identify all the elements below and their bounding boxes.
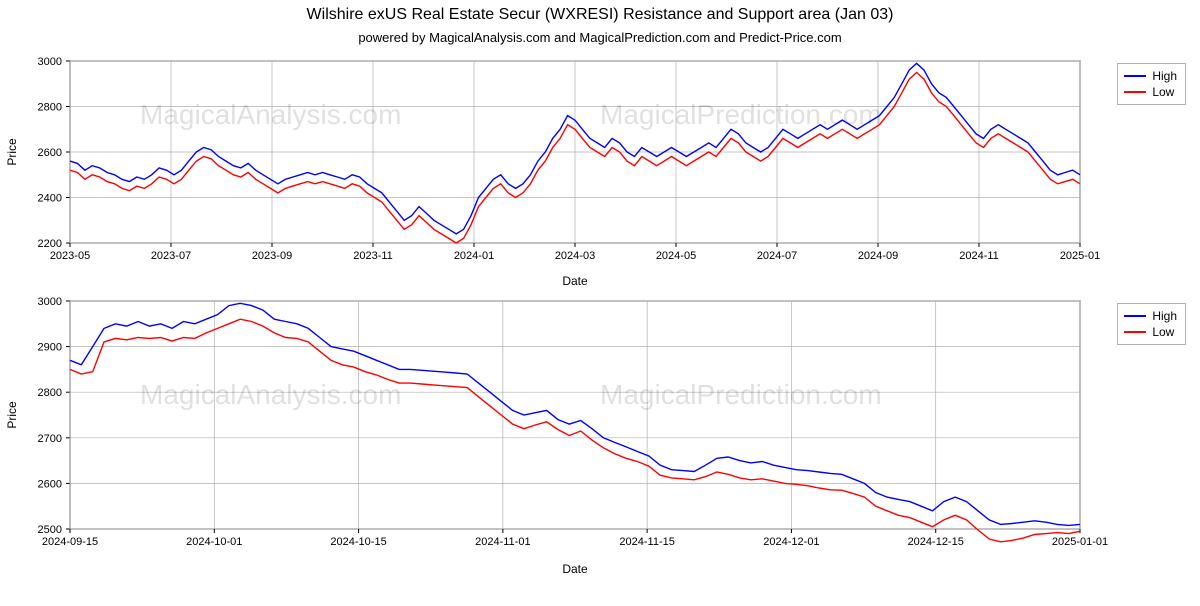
legend-label-low: Low (1152, 325, 1174, 339)
svg-text:2025-01-01: 2025-01-01 (1052, 536, 1108, 548)
chart-top-svg: 2200 2400 2600 2800 3000 2023-05 2023-07 2023-0… (0, 49, 1200, 289)
chart-bottom-svg: 2500 2600 2700 2800 2900 3000 2024-09-15 2024-1… (0, 289, 1200, 579)
svg-text:3000: 3000 (38, 56, 62, 68)
svg-text:2900: 2900 (38, 342, 62, 354)
svg-text:2700: 2700 (38, 433, 62, 445)
legend-row-high: High (1124, 308, 1177, 324)
legend-top: High Low (1117, 63, 1186, 105)
legend-label-high: High (1152, 69, 1177, 83)
svg-text:2024-10-01: 2024-10-01 (186, 536, 242, 548)
svg-text:2023-09: 2023-09 (252, 250, 292, 262)
svg-text:3000: 3000 (38, 296, 62, 308)
legend-swatch-low (1124, 91, 1146, 93)
svg-text:2024-10-15: 2024-10-15 (330, 536, 386, 548)
svg-text:2800: 2800 (38, 387, 62, 399)
svg-text:2023-11: 2023-11 (353, 250, 393, 262)
svg-text:2024-09: 2024-09 (858, 250, 898, 262)
chart-top: 2200 2400 2600 2800 3000 2023-05 2023-07 2023-0… (0, 49, 1200, 289)
svg-text:Date: Date (562, 562, 588, 576)
svg-text:2024-01: 2024-01 (454, 250, 494, 262)
svg-text:2024-11-01: 2024-11-01 (475, 536, 530, 548)
svg-text:2400: 2400 (38, 193, 62, 205)
svg-text:2024-11: 2024-11 (959, 250, 999, 262)
svg-text:2024-03: 2024-03 (555, 250, 595, 262)
svg-text:Price: Price (5, 401, 19, 429)
svg-text:2600: 2600 (38, 147, 62, 159)
chart-title: Wilshire exUS Real Estate Secur (WXRESI)… (0, 6, 1200, 24)
chart-subtitle: powered by MagicalAnalysis.com and Magic… (0, 30, 1200, 45)
chart-bottom: 2500 2600 2700 2800 2900 3000 2024-09-15 2024-1… (0, 289, 1200, 579)
svg-text:2024-12-01: 2024-12-01 (763, 536, 819, 548)
svg-text:Date: Date (562, 274, 588, 288)
svg-text:2023-05: 2023-05 (50, 250, 90, 262)
svg-text:2600: 2600 (38, 478, 62, 490)
svg-text:2025-01: 2025-01 (1060, 250, 1100, 262)
legend-row-low: Low (1124, 324, 1177, 340)
legend-swatch-high (1124, 75, 1146, 77)
legend-label-high: High (1152, 309, 1177, 323)
svg-text:2024-12-15: 2024-12-15 (908, 536, 964, 548)
legend-swatch-high (1124, 315, 1146, 317)
svg-text:2024-09-15: 2024-09-15 (42, 536, 98, 548)
svg-text:2500: 2500 (38, 524, 62, 536)
svg-text:Price: Price (5, 138, 19, 166)
legend-row-low: Low (1124, 84, 1177, 100)
svg-text:2024-07: 2024-07 (757, 250, 797, 262)
legend-bottom: High Low (1117, 303, 1186, 345)
legend-swatch-low (1124, 331, 1146, 333)
svg-text:2024-11-15: 2024-11-15 (619, 536, 674, 548)
svg-text:2800: 2800 (38, 102, 62, 114)
legend-label-low: Low (1152, 85, 1174, 99)
svg-text:2024-05: 2024-05 (656, 250, 696, 262)
svg-text:2200: 2200 (38, 238, 62, 250)
svg-text:2023-07: 2023-07 (151, 250, 191, 262)
legend-row-high: High (1124, 68, 1177, 84)
